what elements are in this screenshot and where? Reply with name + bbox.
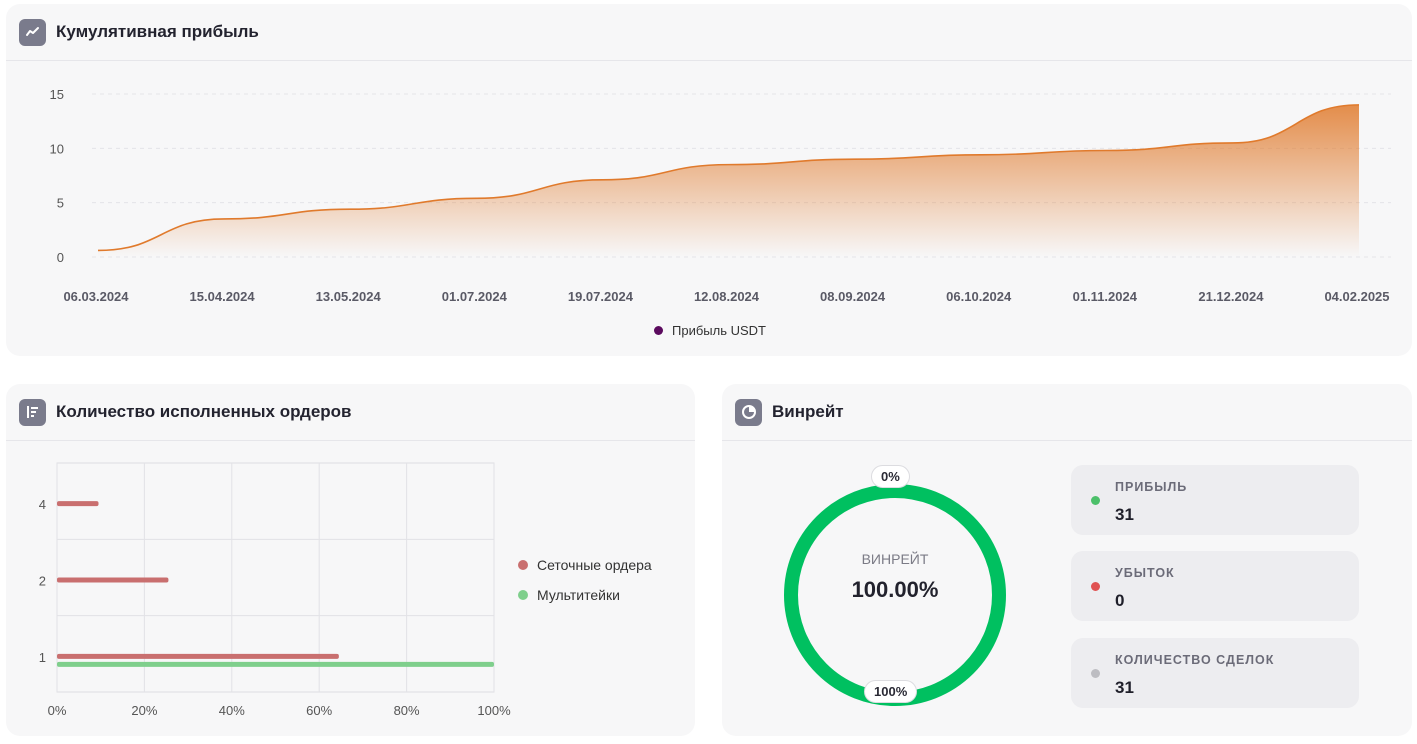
- cumulative-profit-card: Кумулятивная прибыль 0 5 10 15 06.03.2024 15…: [6, 4, 1412, 356]
- profit-x-tick: 04.02.2025: [1324, 289, 1389, 304]
- orders-x-tick: 40%: [219, 703, 245, 718]
- executed-orders-title: Количество исполненных ордеров: [56, 402, 352, 421]
- winrate-title: Винрейт: [772, 402, 844, 421]
- winrate-center-value: 100.00%: [851, 577, 939, 602]
- profit-x-tick: 01.11.2024: [1073, 289, 1138, 304]
- orders-y-tick: 4: [39, 497, 46, 512]
- executed-orders-chart: 4 2 1 0% 20% 40% 60% 80% 100%: [39, 462, 511, 718]
- stat-loss-label: УБЫТОК: [1115, 566, 1175, 580]
- executed-orders-header: Количество исполненных ордеров: [6, 384, 695, 441]
- line-chart-icon: [19, 18, 46, 46]
- profit-legend[interactable]: Прибыль USDT: [654, 323, 766, 338]
- pie-chart-icon: [735, 398, 762, 426]
- stat-profit: ПРИБЫЛЬ 31: [1071, 465, 1359, 535]
- profit-y-tick: 0: [57, 250, 64, 265]
- profit-y-tick: 5: [57, 196, 64, 211]
- stat-trades-label: КОЛИЧЕСТВО СДЕЛОК: [1115, 653, 1275, 667]
- profit-x-tick: 21.12.2024: [1198, 289, 1264, 304]
- orders-bar: [57, 661, 494, 667]
- legend-dot-grid-orders: [518, 560, 528, 570]
- orders-x-tick: 0%: [48, 703, 67, 718]
- stat-trades-dot: [1091, 669, 1100, 678]
- profit-legend-label: Прибыль USDT: [672, 323, 766, 338]
- profit-area: [98, 104, 1359, 257]
- list-chart-icon: [19, 398, 46, 426]
- stat-profit-label: ПРИБЫЛЬ: [1115, 480, 1188, 494]
- profit-x-tick: 15.04.2024: [190, 289, 256, 304]
- stat-loss-value: 0: [1115, 591, 1125, 610]
- profit-x-tick: 06.03.2024: [63, 289, 129, 304]
- profit-x-tick: 12.08.2024: [694, 289, 760, 304]
- profit-x-tick: 08.09.2024: [820, 289, 886, 304]
- profit-x-tick: 06.10.2024: [946, 289, 1012, 304]
- orders-bar: [57, 501, 99, 507]
- profit-x-tick: 01.07.2024: [442, 289, 508, 304]
- orders-x-tick: 80%: [394, 703, 420, 718]
- stat-loss-dot: [1091, 582, 1100, 591]
- profit-legend-dot: [654, 326, 663, 335]
- orders-y-tick: 2: [39, 574, 46, 589]
- winrate-header: Винрейт: [722, 384, 1412, 441]
- profit-x-tick: 19.07.2024: [568, 289, 634, 304]
- orders-bar: [57, 577, 169, 583]
- legend-grid-orders[interactable]: Сеточные ордера: [518, 557, 652, 573]
- stat-profit-value: 31: [1115, 505, 1134, 524]
- legend-dot-multitakes: [518, 590, 528, 600]
- winrate-bottom-badge: 100%: [864, 680, 918, 703]
- legend-multitakes[interactable]: Мультитейки: [518, 587, 620, 603]
- executed-orders-card: Количество исполненных ордеров 4 2 1 0% 20%…: [6, 384, 695, 736]
- orders-x-tick: 60%: [306, 703, 332, 718]
- cumulative-profit-chart: 0 5 10 15 06.03.2024 15.04.2024 13.05.2024 01.…: [50, 87, 1391, 304]
- orders-x-tick: 20%: [131, 703, 157, 718]
- orders-x-tick: 100%: [477, 703, 511, 718]
- legend-label-grid-orders: Сеточные ордера: [537, 557, 652, 573]
- winrate-top-badge: 0%: [871, 465, 910, 488]
- stat-loss: УБЫТОК 0: [1071, 551, 1359, 621]
- stat-trades-count: КОЛИЧЕСТВО СДЕЛОК 31: [1071, 638, 1359, 708]
- profit-x-tick: 13.05.2024: [316, 289, 382, 304]
- winrate-center-label: ВИНРЕЙТ: [861, 551, 929, 567]
- profit-y-tick: 15: [50, 87, 64, 102]
- winrate-card: Винрейт ВИНРЕЙТ 100.00% 0% 100% ПРИБЫЛЬ …: [722, 384, 1412, 736]
- profit-series-line: [97, 104, 1360, 252]
- cumulative-profit-header: Кумулятивная прибыль: [6, 4, 1412, 61]
- orders-y-tick: 1: [39, 650, 46, 665]
- profit-y-tick: 10: [50, 141, 64, 156]
- cumulative-profit-title: Кумулятивная прибыль: [56, 22, 259, 41]
- stat-trades-value: 31: [1115, 678, 1134, 697]
- stat-profit-dot: [1091, 496, 1100, 505]
- orders-bar: [57, 653, 339, 659]
- legend-label-multitakes: Мультитейки: [537, 587, 620, 603]
